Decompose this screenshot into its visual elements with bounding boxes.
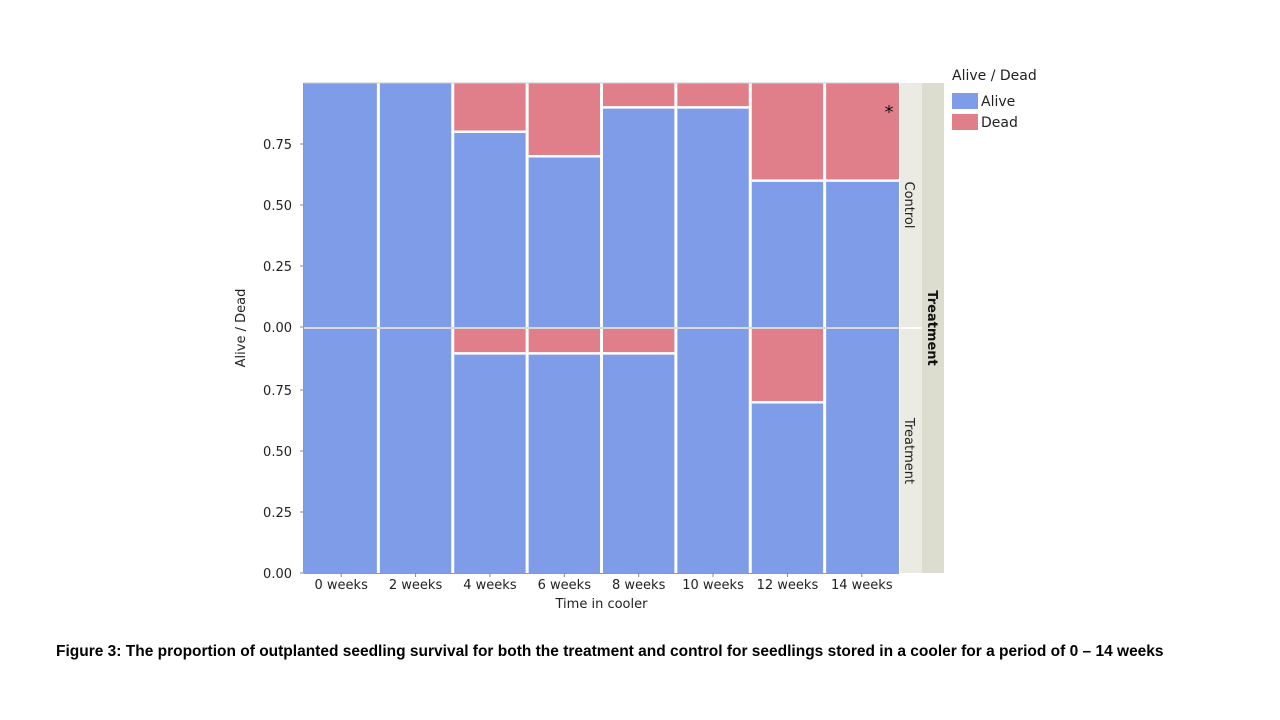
- y-tick-label: 0.75: [263, 138, 292, 153]
- x-tick-label: 6 weeks: [538, 578, 592, 593]
- bar-dead-control-4: [603, 83, 675, 108]
- x-tick-label: 12 weeks: [757, 578, 819, 593]
- x-tick-label: 0 weeks: [315, 578, 369, 593]
- bar-alive-control-5: [677, 107, 749, 328]
- x-tick-label: 8 weeks: [612, 578, 666, 593]
- y-tick-label: 0.00: [263, 567, 292, 582]
- bar-alive-control-3: [528, 156, 600, 327]
- x-axis-title: Time in cooler: [555, 597, 649, 612]
- bar-dead-control-6: [751, 83, 824, 181]
- bar-alive-treatment-2: [454, 353, 526, 573]
- y-tick-label: 0.25: [263, 260, 292, 275]
- legend-label-alive: Alive: [981, 94, 1015, 110]
- y-axis-title: Alive / Dead: [234, 289, 249, 368]
- bar-alive-control-7: [826, 180, 899, 327]
- figure-caption: Figure 3: The proportion of outplanted s…: [56, 643, 1164, 660]
- facet-label-control: Control: [901, 182, 916, 229]
- y-tick-label: 0.50: [263, 199, 292, 214]
- legend-label-dead: Dead: [981, 115, 1018, 131]
- facet-label-treatment: Treatment: [901, 417, 916, 484]
- bar-alive-control-1: [379, 83, 452, 327]
- bar-alive-treatment-0: [304, 329, 377, 573]
- y-tick-label: 0.75: [263, 384, 292, 399]
- annotation-asterisk: *: [885, 102, 894, 123]
- bar-alive-treatment-6: [751, 402, 824, 573]
- bar-alive-control-4: [603, 107, 675, 328]
- x-tick-label: 10 weeks: [682, 578, 744, 593]
- bar-alive-treatment-4: [603, 353, 675, 573]
- y-tick-label: 0.00: [263, 321, 292, 336]
- facet-strip-outer: [922, 83, 944, 573]
- x-tick-label: 2 weeks: [389, 578, 443, 593]
- legend-swatch-dead: [952, 114, 978, 130]
- bar-dead-control-2: [454, 83, 526, 132]
- panel-divider: [304, 327, 899, 329]
- bar-dead-treatment-4: [603, 329, 675, 354]
- bar-alive-treatment-3: [528, 353, 600, 573]
- bar-dead-control-5: [677, 83, 749, 108]
- bar-dead-control-3: [528, 83, 600, 157]
- y-tick-label: 0.50: [263, 445, 292, 460]
- bar-alive-treatment-5: [677, 329, 749, 573]
- legend-swatch-alive: [952, 93, 978, 109]
- bar-dead-treatment-3: [528, 329, 600, 354]
- bar-alive-control-2: [454, 131, 526, 327]
- bar-alive-control-0: [304, 83, 377, 327]
- facet-strip-divider: [900, 327, 922, 329]
- legend-title: Alive / Dead: [952, 68, 1037, 84]
- x-tick-label: 4 weeks: [463, 578, 517, 593]
- bar-alive-treatment-1: [379, 329, 452, 573]
- bar-dead-treatment-6: [751, 329, 824, 403]
- bar-dead-control-7: [826, 83, 899, 181]
- bar-dead-treatment-2: [454, 329, 526, 354]
- facet-group-title: Treatment: [924, 290, 939, 366]
- bar-alive-control-6: [751, 180, 824, 327]
- y-tick-label: 0.25: [263, 506, 292, 521]
- mosaic-chart: * 0.00 0.25 0.50 0.75 0.00 0.25 0.50 0.75 0 weeks…: [234, 68, 1037, 612]
- bar-alive-treatment-7: [826, 329, 899, 573]
- x-tick-label: 14 weeks: [831, 578, 893, 593]
